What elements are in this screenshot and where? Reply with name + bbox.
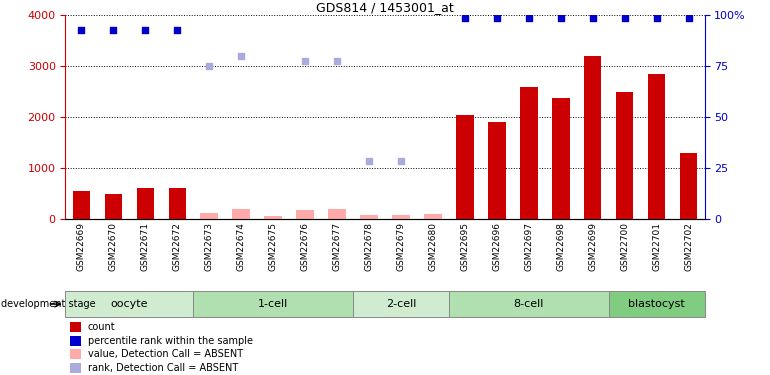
Text: value, Detection Call = ABSENT: value, Detection Call = ABSENT bbox=[88, 350, 243, 359]
Bar bbox=[609, 291, 705, 317]
Text: oocyte: oocyte bbox=[111, 299, 148, 309]
Text: rank, Detection Call = ABSENT: rank, Detection Call = ABSENT bbox=[88, 363, 238, 373]
Bar bbox=[70, 350, 81, 359]
Bar bbox=[616, 92, 634, 219]
Bar bbox=[70, 336, 81, 346]
Bar bbox=[193, 291, 353, 317]
Point bbox=[203, 63, 216, 69]
Point bbox=[139, 27, 152, 33]
Bar bbox=[424, 214, 442, 219]
Point bbox=[395, 158, 407, 164]
Point bbox=[523, 15, 535, 21]
Point bbox=[554, 15, 567, 21]
Point bbox=[235, 53, 247, 59]
Bar bbox=[520, 87, 537, 219]
Bar bbox=[449, 291, 609, 317]
Point bbox=[651, 15, 663, 21]
Bar bbox=[328, 209, 346, 219]
Point bbox=[459, 15, 471, 21]
Point bbox=[299, 58, 311, 64]
Point bbox=[490, 15, 503, 21]
Bar bbox=[488, 122, 506, 219]
Title: GDS814 / 1453001_at: GDS814 / 1453001_at bbox=[316, 1, 454, 14]
Bar bbox=[456, 115, 474, 219]
Point bbox=[363, 158, 375, 164]
Bar bbox=[584, 56, 601, 219]
Bar bbox=[65, 291, 193, 317]
Bar bbox=[392, 215, 410, 219]
Text: 2-cell: 2-cell bbox=[386, 299, 416, 309]
Bar bbox=[296, 210, 314, 219]
Bar bbox=[200, 213, 218, 219]
Point bbox=[331, 58, 343, 64]
Bar bbox=[105, 194, 122, 219]
Bar bbox=[680, 153, 698, 219]
Text: 1-cell: 1-cell bbox=[258, 299, 288, 309]
Text: 8-cell: 8-cell bbox=[514, 299, 544, 309]
Text: percentile rank within the sample: percentile rank within the sample bbox=[88, 336, 253, 346]
Bar bbox=[233, 209, 250, 219]
Bar bbox=[360, 215, 378, 219]
Bar bbox=[136, 188, 154, 219]
Bar bbox=[72, 191, 90, 219]
Bar bbox=[169, 188, 186, 219]
Bar bbox=[70, 322, 81, 332]
Text: count: count bbox=[88, 322, 116, 332]
Text: blastocyst: blastocyst bbox=[628, 299, 685, 309]
Bar bbox=[552, 98, 570, 219]
Point bbox=[75, 27, 88, 33]
Point bbox=[682, 15, 695, 21]
Bar bbox=[648, 74, 665, 219]
Bar bbox=[70, 363, 81, 373]
Text: development stage: development stage bbox=[1, 299, 95, 309]
Bar bbox=[353, 291, 449, 317]
Point bbox=[107, 27, 119, 33]
Bar bbox=[264, 216, 282, 219]
Point bbox=[618, 15, 631, 21]
Point bbox=[171, 27, 183, 33]
Point bbox=[587, 15, 599, 21]
